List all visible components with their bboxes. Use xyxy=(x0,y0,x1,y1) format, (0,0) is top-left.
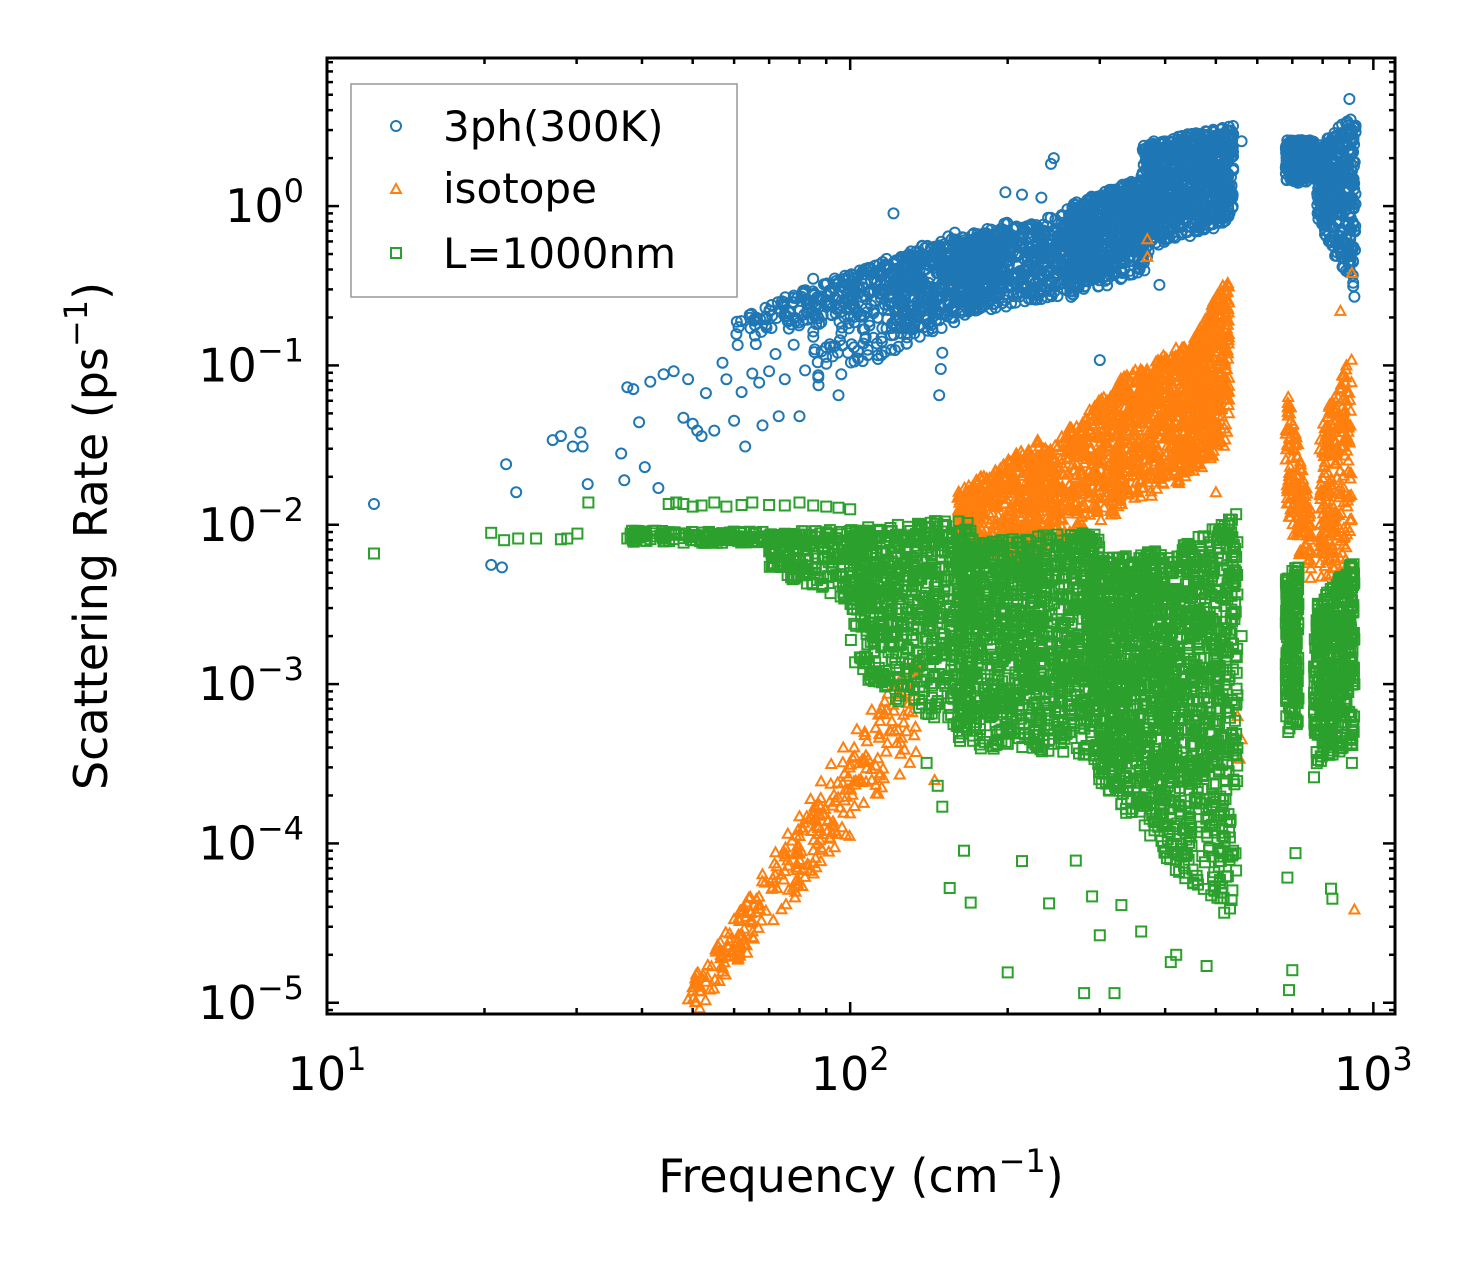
data-point xyxy=(935,291,948,304)
data-point xyxy=(906,259,919,271)
data-point xyxy=(863,315,876,328)
data-point xyxy=(871,337,883,350)
data-point xyxy=(900,337,913,350)
data-point xyxy=(868,304,881,317)
data-point xyxy=(799,293,812,306)
data-point xyxy=(876,322,889,335)
data-point xyxy=(875,284,888,297)
data-point xyxy=(924,256,937,269)
data-point xyxy=(845,288,858,301)
data-point xyxy=(824,341,837,353)
data-point xyxy=(878,298,891,311)
data-point xyxy=(886,297,899,310)
data-point xyxy=(902,271,915,284)
data-point xyxy=(730,315,743,328)
data-point xyxy=(835,368,848,381)
data-point xyxy=(807,330,820,343)
data-point xyxy=(915,251,928,263)
data-point xyxy=(894,322,907,335)
data-point xyxy=(893,290,905,303)
data-point xyxy=(868,276,881,288)
data-point xyxy=(766,309,779,322)
data-point xyxy=(917,297,930,310)
data-point xyxy=(778,296,791,309)
data-point xyxy=(875,349,888,362)
data-point xyxy=(835,295,848,307)
data-point xyxy=(859,333,872,345)
data-point xyxy=(833,334,846,347)
data-point xyxy=(793,319,806,332)
data-point xyxy=(930,267,943,280)
data-point xyxy=(859,262,872,275)
data-point xyxy=(840,303,853,316)
data-point xyxy=(931,307,944,320)
data-point xyxy=(914,285,927,298)
data-point xyxy=(920,285,933,298)
data-point xyxy=(808,346,821,359)
data-point xyxy=(938,307,951,320)
data-point xyxy=(905,301,918,314)
data-point xyxy=(848,303,861,316)
data-point xyxy=(765,322,778,334)
data-point xyxy=(893,282,906,295)
data-point xyxy=(876,270,889,282)
data-point xyxy=(892,340,905,353)
data-point xyxy=(863,319,876,332)
data-point xyxy=(787,291,800,304)
data-point xyxy=(755,325,768,338)
data-point xyxy=(801,313,813,326)
series-layer xyxy=(368,93,1362,1014)
data-point xyxy=(890,312,902,324)
data-point xyxy=(944,283,957,296)
data-point xyxy=(730,328,743,341)
data-point xyxy=(813,317,826,330)
data-point xyxy=(890,254,903,267)
data-point xyxy=(835,327,848,340)
data-point xyxy=(807,325,820,338)
data-point xyxy=(748,329,761,342)
data-point xyxy=(958,308,971,321)
data-point xyxy=(918,309,931,322)
data-point xyxy=(820,357,833,370)
data-point xyxy=(830,277,843,290)
data-point xyxy=(779,291,792,304)
data-point xyxy=(874,276,887,289)
data-point xyxy=(857,289,870,302)
data-point xyxy=(835,279,848,292)
data-point xyxy=(833,315,846,328)
data-point xyxy=(838,272,851,285)
series-0 xyxy=(368,93,1362,574)
data-point xyxy=(887,281,900,294)
data-point xyxy=(825,298,837,311)
data-point xyxy=(925,319,938,331)
data-point xyxy=(812,290,825,303)
data-point xyxy=(889,344,901,357)
data-point xyxy=(856,355,869,368)
data-point xyxy=(836,321,848,334)
data-point xyxy=(812,371,825,384)
data-point xyxy=(817,278,830,291)
data-point xyxy=(861,343,874,356)
data-point xyxy=(927,259,940,272)
data-point xyxy=(811,356,824,369)
data-point xyxy=(732,321,745,334)
data-point xyxy=(731,339,744,351)
